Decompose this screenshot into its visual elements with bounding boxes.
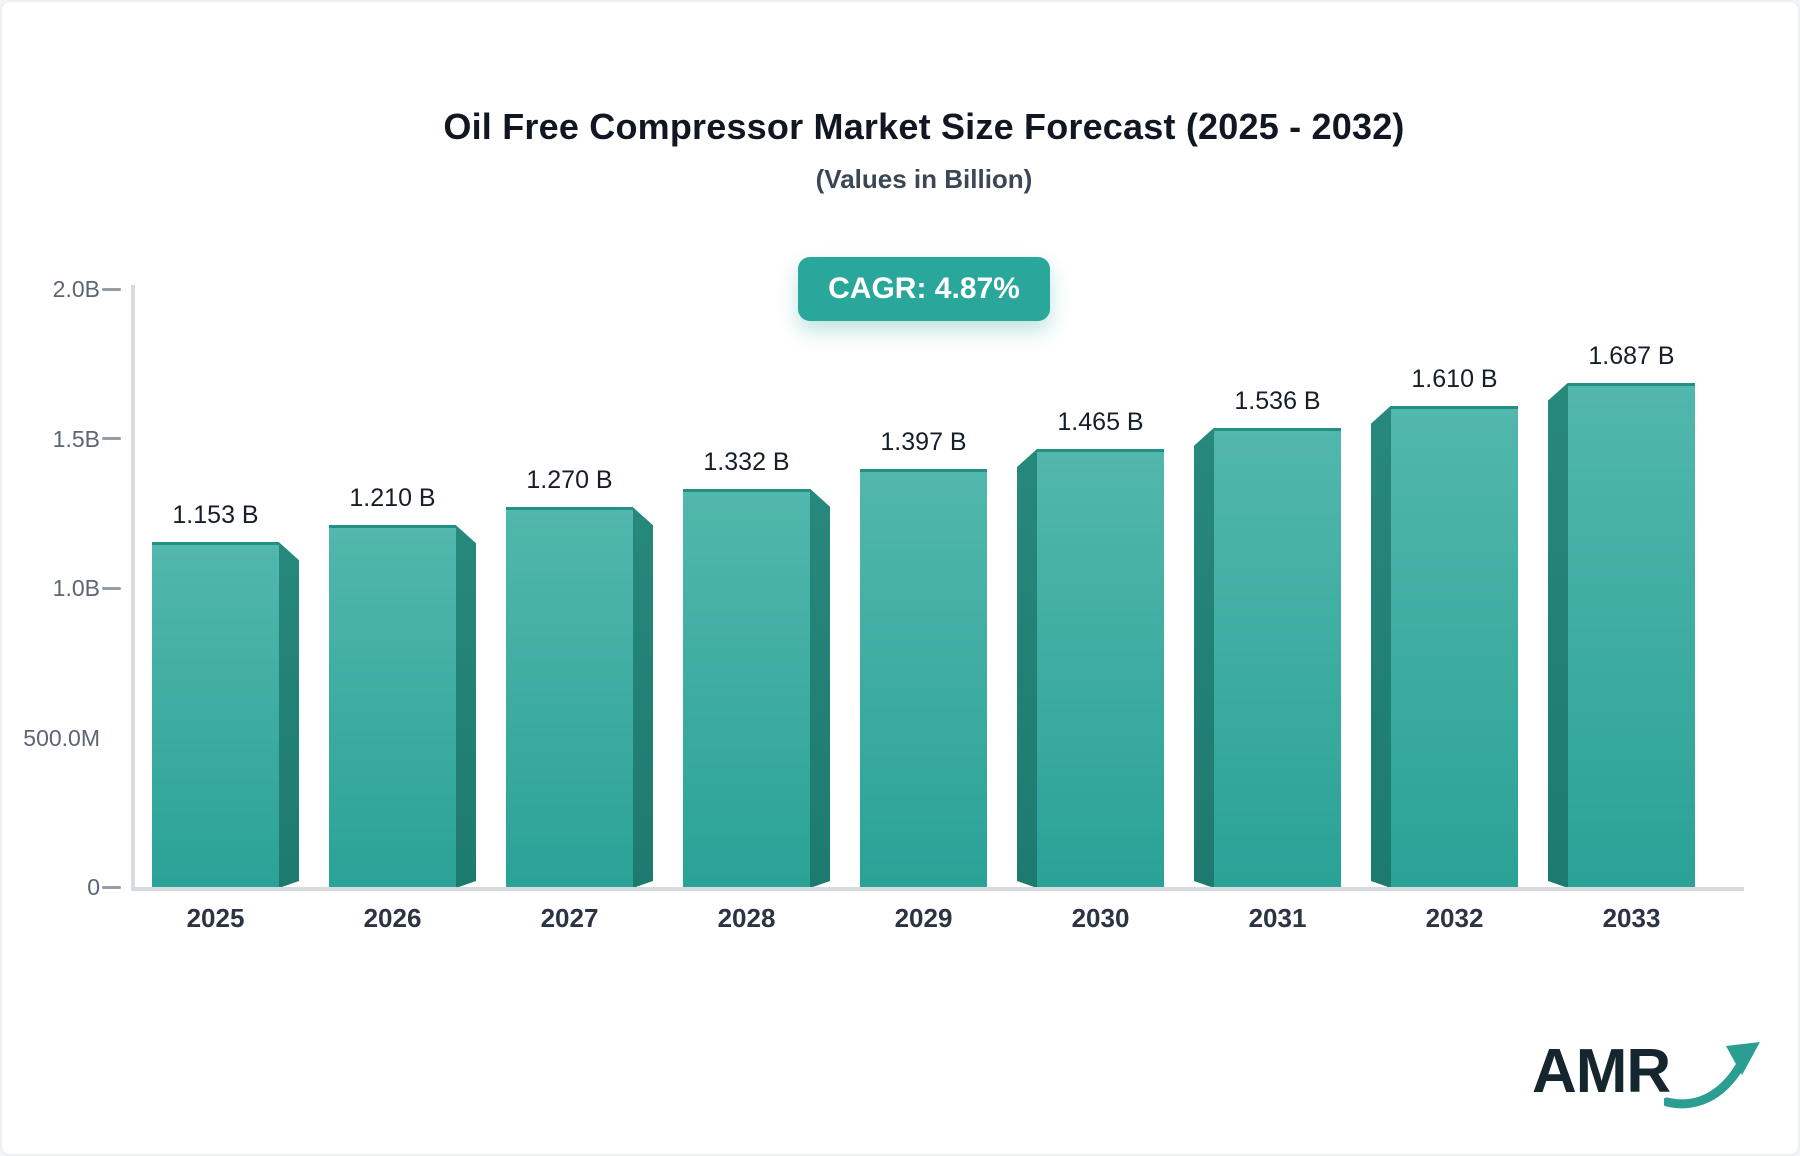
bar-side-2031 xyxy=(1194,428,1214,888)
bar-2027 xyxy=(506,507,633,888)
y-axis-line xyxy=(131,285,135,891)
bar-2029 xyxy=(860,469,987,888)
bar-value-label: 1.687 B xyxy=(1588,341,1675,370)
x-axis-label: 2033 xyxy=(1602,903,1661,933)
amr-logo: AMR xyxy=(1522,1030,1760,1120)
bar-side-2028 xyxy=(810,489,830,888)
bar-2032 xyxy=(1391,405,1518,888)
x-axis-label: 2025 xyxy=(186,903,245,933)
y-axis-label: 0 xyxy=(87,874,100,900)
bar-value-label: 1.332 B xyxy=(703,447,790,476)
bar-side-2026 xyxy=(456,525,476,888)
y-axis-tick xyxy=(102,287,121,291)
y-axis-label: 1.5B xyxy=(52,425,100,452)
y-axis-label: 2.0B xyxy=(52,276,100,302)
bar-2033 xyxy=(1568,382,1695,888)
x-axis-label: 2030 xyxy=(1071,903,1130,933)
bar-side-2025 xyxy=(279,542,299,888)
bar-2031 xyxy=(1214,427,1341,888)
cagr-badge: CAGR: 4.87% xyxy=(798,257,1050,321)
x-axis-label: 2028 xyxy=(717,903,776,933)
x-axis-label: 2026 xyxy=(363,903,422,933)
bar-side-2032 xyxy=(1371,406,1391,888)
bar-value-label: 1.610 B xyxy=(1411,364,1498,393)
bar-side-2027 xyxy=(633,507,653,888)
y-axis-label: 1.0B xyxy=(52,575,100,601)
chart-subtitle: (Values in Billion) xyxy=(815,164,1033,194)
growth-arrow-icon xyxy=(1664,1042,1760,1109)
y-axis-label: 500.0M xyxy=(23,724,100,751)
bar-2025 xyxy=(152,542,279,888)
amr-logo-text: AMR xyxy=(1532,1037,1671,1106)
y-axis-tick xyxy=(102,437,121,440)
bar-2028 xyxy=(683,488,810,888)
bar-side-2030 xyxy=(1017,449,1037,888)
y-axis-tick xyxy=(102,885,121,889)
bar-side-2033 xyxy=(1548,383,1568,888)
x-axis-label: 2032 xyxy=(1425,903,1484,933)
y-axis-tick xyxy=(102,586,121,590)
bar-value-label: 1.153 B xyxy=(172,501,259,530)
bar-2030 xyxy=(1037,448,1164,888)
page-title: Oil Free Compressor Market Size Forecast… xyxy=(443,106,1405,147)
bar-2026 xyxy=(329,525,456,888)
bar-value-label: 1.210 B xyxy=(349,484,436,513)
bar-value-label: 1.536 B xyxy=(1234,386,1321,415)
x-axis-label: 2031 xyxy=(1248,903,1307,933)
bar-value-label: 1.270 B xyxy=(526,466,613,495)
bar-value-label: 1.465 B xyxy=(1057,407,1144,436)
bar-value-label: 1.397 B xyxy=(880,428,967,457)
x-axis-line xyxy=(131,887,1744,891)
header: Oil Free Compressor Market Size Forecast… xyxy=(50,106,1798,195)
x-axis-label: 2029 xyxy=(894,903,953,933)
x-axis-label: 2027 xyxy=(540,903,599,933)
